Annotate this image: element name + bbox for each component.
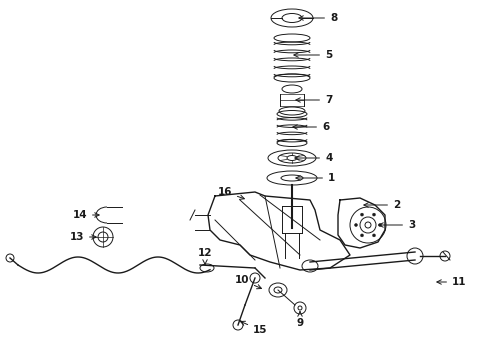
Text: 5: 5 [294, 50, 332, 60]
Circle shape [361, 213, 364, 216]
Text: 4: 4 [295, 153, 332, 163]
Text: 9: 9 [296, 312, 304, 328]
Circle shape [361, 234, 364, 237]
Text: 7: 7 [296, 95, 332, 105]
Text: 1: 1 [296, 173, 335, 183]
Text: 6: 6 [293, 122, 329, 132]
Circle shape [378, 224, 382, 226]
Text: 2: 2 [364, 200, 400, 210]
Text: 16: 16 [218, 187, 245, 199]
Text: 8: 8 [299, 13, 337, 23]
Text: 12: 12 [198, 248, 212, 264]
Text: 11: 11 [437, 277, 466, 287]
Text: 13: 13 [70, 232, 96, 242]
Circle shape [372, 234, 375, 237]
Text: 10: 10 [235, 275, 262, 289]
Text: 3: 3 [379, 220, 415, 230]
Text: 14: 14 [73, 210, 99, 220]
Circle shape [372, 213, 375, 216]
Text: 15: 15 [241, 321, 268, 335]
Circle shape [354, 224, 358, 226]
